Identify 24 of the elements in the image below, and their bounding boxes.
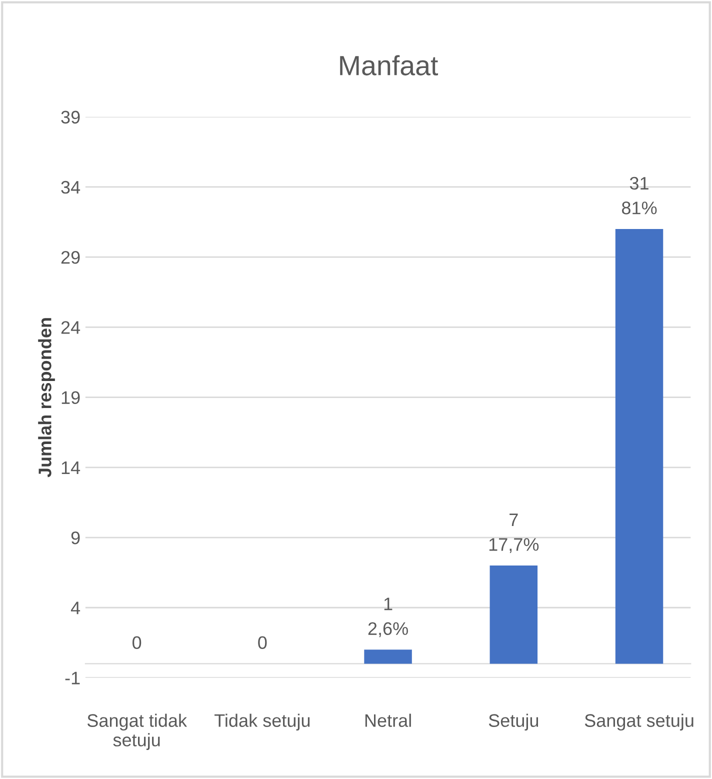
- x-tick-label: Netral: [365, 714, 411, 727]
- bar: [364, 650, 412, 664]
- x-tick-label: Setuju: [488, 714, 538, 731]
- x-tick-label: Sangat setuju: [584, 714, 694, 731]
- bar: [615, 229, 664, 664]
- data-label: 7 17,7%: [489, 514, 539, 554]
- x-tick-label: Sangat tidak setuju: [87, 714, 188, 750]
- chart-title: Manfaat: [340, 55, 438, 76]
- data-label: 0: [258, 636, 267, 650]
- x-tick-label: Tidak setuju: [214, 714, 310, 731]
- y-tick-label: 29: [61, 251, 80, 264]
- y-tick-label: 14: [62, 462, 80, 474]
- y-tick-label: 9: [71, 531, 80, 544]
- y-axis-title: Jumlah responden: [38, 318, 55, 478]
- data-label: 31 81%: [622, 176, 657, 214]
- y-tick-label: 39: [61, 110, 80, 124]
- data-label: 1 2,6%: [368, 598, 408, 638]
- y-tick-label: 34: [61, 180, 80, 194]
- y-tick-label: -1: [65, 672, 80, 684]
- y-tick-label: 19: [62, 391, 80, 404]
- bar: [490, 566, 538, 664]
- y-tick-label: 24: [61, 321, 80, 334]
- data-label: 0: [132, 636, 142, 650]
- y-tick-label: 4: [70, 602, 80, 614]
